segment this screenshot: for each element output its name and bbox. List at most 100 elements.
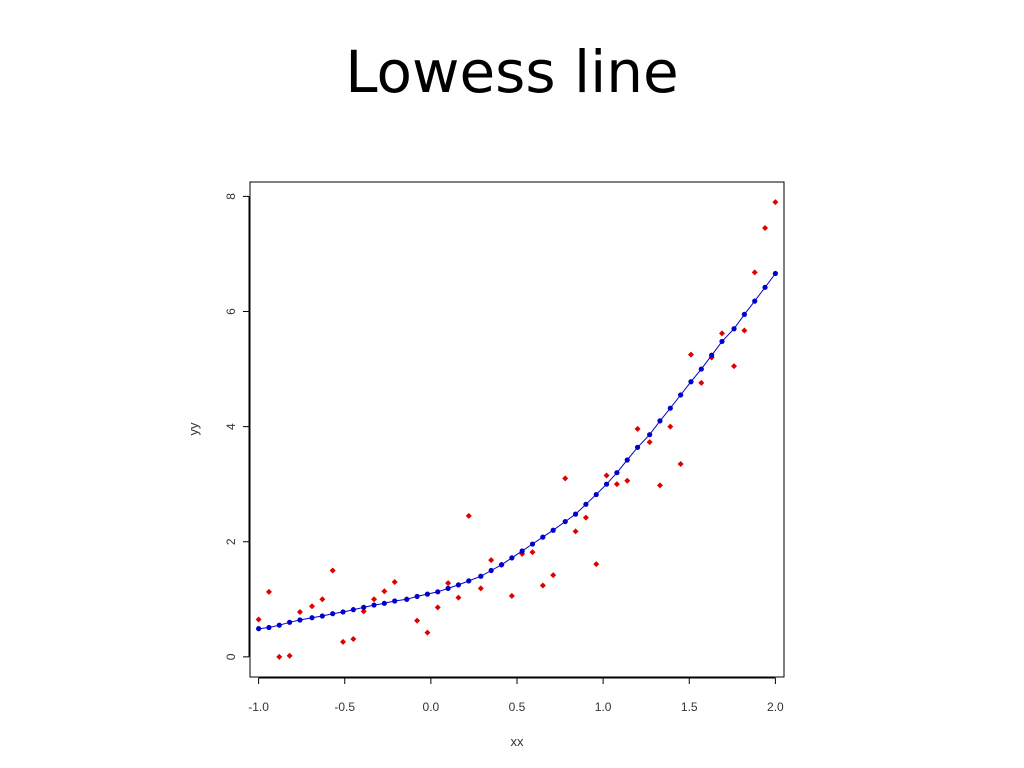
data-point (667, 423, 674, 430)
slide-title: Lowess line (345, 38, 679, 106)
x-tick-label: 0.5 (509, 700, 526, 714)
lowess-point (424, 591, 431, 597)
lowess-point (509, 555, 515, 561)
lowess-point (562, 518, 568, 525)
data-point (455, 594, 462, 601)
data-point (350, 636, 357, 643)
data-point (340, 638, 347, 645)
lowess-point (678, 392, 684, 398)
lowess-point (540, 534, 546, 540)
y-tick-label: 8 (224, 193, 238, 200)
x-tick-label: 1.0 (595, 700, 612, 714)
data-point (772, 199, 779, 206)
data-point (296, 608, 303, 615)
data-point (634, 425, 641, 432)
y-tick-label: 2 (224, 538, 238, 545)
lowess-point (478, 573, 484, 579)
lowess-point (624, 457, 630, 463)
lowess-point (603, 481, 610, 487)
lowess-point (445, 585, 451, 591)
data-point (286, 652, 293, 659)
lowess-line (258, 273, 776, 630)
data-point (371, 596, 378, 603)
lowess-point (667, 405, 673, 411)
data-point (424, 629, 431, 636)
lowess-point (435, 589, 441, 595)
data-point (646, 439, 653, 446)
x-tick-label: 2.0 (767, 700, 784, 714)
lowess-point (455, 582, 462, 588)
data-point (603, 472, 610, 479)
lowess-point (719, 338, 725, 345)
data-point (319, 596, 326, 603)
lowess-point (634, 444, 641, 450)
lowess-point (647, 432, 653, 438)
data-point (550, 572, 557, 579)
data-point (572, 528, 579, 535)
lowess-point (330, 611, 336, 617)
data-point (445, 580, 452, 587)
lowess-point (583, 501, 589, 507)
x-axis-title: xx (511, 734, 525, 749)
lowess-point (498, 562, 505, 568)
lowess-point (381, 600, 387, 606)
lowess-point (256, 626, 262, 632)
data-point (465, 512, 472, 519)
data-point (751, 269, 758, 276)
lowess-point (772, 270, 778, 277)
lowess-point (741, 311, 747, 317)
lowess-point (404, 596, 410, 602)
x-tick-label: -1.0 (248, 700, 269, 714)
lowess-point (361, 604, 367, 610)
y-axis-title: yy (186, 422, 201, 436)
lowess-point (731, 326, 737, 332)
y-tick-label: 6 (224, 308, 238, 315)
data-point (529, 549, 536, 556)
lowess-point (752, 298, 758, 304)
y-tick-label: 4 (224, 423, 238, 430)
data-point (613, 481, 620, 488)
lowess-point (593, 491, 599, 498)
lowess-point (572, 511, 579, 517)
lowess-point (392, 598, 398, 604)
lowess-point (414, 593, 420, 600)
lowess-point (297, 617, 303, 623)
data-point (762, 225, 769, 232)
data-point (656, 482, 663, 489)
data-point (593, 561, 600, 568)
data-point (677, 461, 684, 468)
data-point (508, 592, 515, 599)
y-tick-label: 0 (224, 653, 238, 660)
data-point (391, 579, 398, 586)
lowess-point (319, 613, 325, 619)
data-point (488, 557, 495, 564)
x-tick-label: -0.5 (334, 700, 355, 714)
plot-frame (249, 181, 785, 678)
data-point (255, 616, 262, 623)
data-point (414, 617, 421, 624)
lowess-point (529, 541, 536, 547)
lowess-point (276, 622, 282, 628)
lowess-point (350, 607, 356, 613)
data-point (477, 585, 484, 592)
series-layer (255, 199, 779, 660)
data-point (698, 379, 705, 386)
data-point (276, 653, 283, 660)
lowess-point (550, 527, 556, 533)
data-point (562, 475, 569, 482)
lowess-point (488, 567, 494, 574)
data-point (741, 327, 748, 334)
data-point (687, 351, 694, 358)
data-point (539, 582, 546, 589)
data-point (718, 330, 725, 337)
lowess-point (614, 470, 620, 476)
data-point (360, 608, 367, 615)
data-point (329, 567, 336, 574)
lowess-point (688, 379, 694, 385)
data-point (731, 363, 738, 370)
lowess-point (762, 284, 768, 290)
lowess-point (266, 624, 272, 631)
data-point (309, 603, 316, 610)
data-point (265, 588, 272, 595)
